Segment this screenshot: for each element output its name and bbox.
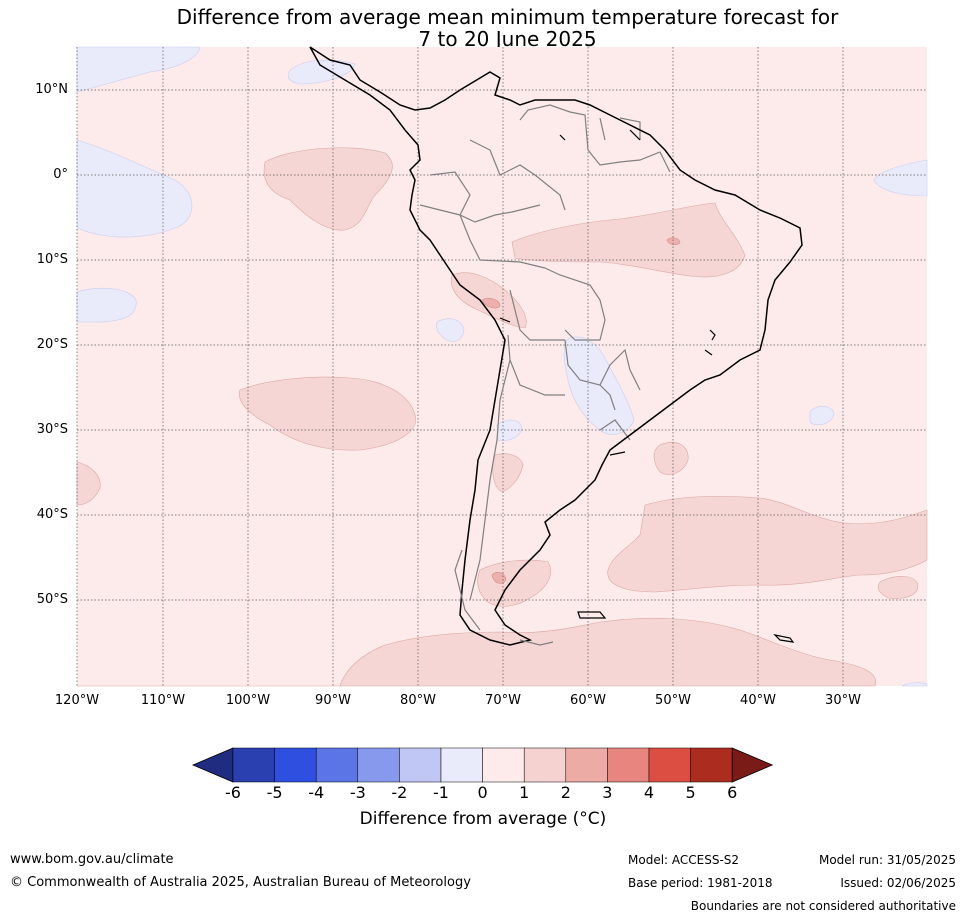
colorbar-tick-label: 5 — [685, 783, 696, 802]
colorbar-cell — [315, 747, 359, 783]
lat-label-10n: 10°N — [35, 82, 68, 97]
cool-region-north-pacific — [76, 46, 201, 93]
colorbar-tick-label: 2 — [560, 783, 571, 802]
lat-label-50s: 50°S — [36, 592, 68, 607]
colorbar-cell — [565, 747, 608, 783]
cool-region-atlantic-equator — [873, 159, 928, 197]
chile-archipelago — [454, 549, 554, 646]
warm-region-patagonia — [477, 559, 551, 607]
colorbar-tick-label: -6 — [225, 783, 241, 802]
colorbar-tick-label: -1 — [433, 783, 449, 802]
colorbar-cell — [399, 747, 442, 783]
cool-region-paraguay — [563, 336, 635, 435]
cool-region-small-north — [287, 59, 356, 85]
warm-region-amazon — [511, 202, 746, 278]
forecast-map — [76, 46, 928, 687]
map-title-line1: Difference from average mean minimum tem… — [176, 5, 839, 29]
colorbar-label: Difference from average (°C) — [359, 809, 607, 829]
country-borders — [419, 104, 671, 601]
map-title-line2: 7 to 20 June 2025 — [418, 27, 597, 51]
lat-label-10s: 10°S — [36, 252, 68, 267]
lon-label-40w: 40°W — [740, 693, 776, 708]
warm-region-galapagos — [263, 147, 393, 231]
footer-model-run: Model run: 31/05/2025 — [818, 853, 956, 867]
lon-label-80w: 80°W — [400, 693, 436, 708]
colorbar-tick-label: -5 — [266, 783, 283, 802]
cool-region-small-south — [901, 682, 928, 687]
footer-website: www.bom.gov.au/climate — [10, 852, 174, 867]
warm-region-chile-central — [492, 453, 524, 493]
colorbar-cell — [357, 747, 400, 783]
cool-region-south-atlantic — [809, 405, 835, 426]
colorbar-tick-label: 0 — [477, 783, 488, 802]
colorbar-tick-label: -4 — [308, 783, 325, 802]
graticule — [76, 47, 927, 686]
cool-region-east-pacific-2 — [76, 287, 137, 323]
warm-region-west-edge — [76, 461, 101, 506]
colorbar-cell — [690, 747, 733, 783]
footer-model: Model: ACCESS-S2 — [628, 853, 740, 867]
footer-issued: Issued: 02/06/2025 — [840, 876, 956, 890]
colorbar-tick-label: 3 — [602, 783, 613, 802]
warm-region-east-south — [877, 576, 919, 599]
colorbar-tick-label: 4 — [643, 783, 655, 802]
warm-region-south-atlantic — [607, 495, 928, 593]
lat-label-30s: 30°S — [36, 422, 68, 437]
colorbar-cell — [523, 747, 567, 783]
colorbar — [191, 747, 774, 783]
lat-label-equator: 0° — [53, 167, 68, 182]
colorbar-arrow-low — [191, 747, 234, 783]
colorbar-cell — [274, 747, 317, 783]
colorbar-tick-label: -3 — [349, 783, 366, 802]
warmer-spot-brazil — [666, 237, 681, 245]
colorbar-arrow-high — [731, 747, 774, 783]
lon-label-70w: 70°W — [485, 693, 521, 708]
south-america-coastline — [309, 46, 803, 646]
colorbar-tick-label: 1 — [519, 783, 530, 802]
lat-label-40s: 40°S — [36, 507, 68, 522]
colorbar-cell — [648, 747, 691, 783]
colorbar-tick-label: -2 — [391, 783, 408, 802]
colorbar-tick-label: 6 — [727, 783, 738, 802]
islands — [499, 129, 795, 643]
lon-label-120w: 120°W — [54, 693, 100, 708]
lon-label-50w: 50°W — [655, 693, 691, 708]
lon-label-90w: 90°W — [315, 693, 351, 708]
lon-label-30w: 30°W — [825, 693, 861, 708]
lon-label-60w: 60°W — [570, 693, 606, 708]
footer-base-period: Base period: 1981-2018 — [628, 876, 773, 890]
footer-disclaimer: Boundaries are not considered authoritat… — [690, 899, 956, 913]
colorbar-cell — [232, 747, 275, 783]
warm-region-uruguay-coast — [653, 441, 689, 475]
lon-label-110w: 110°W — [140, 693, 186, 708]
footer-copyright: © Commonwealth of Australia 2025, Austra… — [10, 875, 471, 890]
warmer-spot-patagonia — [491, 571, 507, 584]
lat-label-20s: 20°S — [36, 337, 68, 352]
warmer-spot-peru — [481, 298, 501, 309]
warm-region-southern-ocean — [77, 617, 877, 687]
warm-region-pacific-30s — [239, 376, 417, 451]
colorbar-cell — [607, 747, 650, 783]
colorbar-cell — [440, 747, 483, 783]
colorbar-cell — [482, 747, 525, 783]
cool-region-peru-coast — [436, 318, 465, 342]
lon-label-100w: 100°W — [225, 693, 271, 708]
